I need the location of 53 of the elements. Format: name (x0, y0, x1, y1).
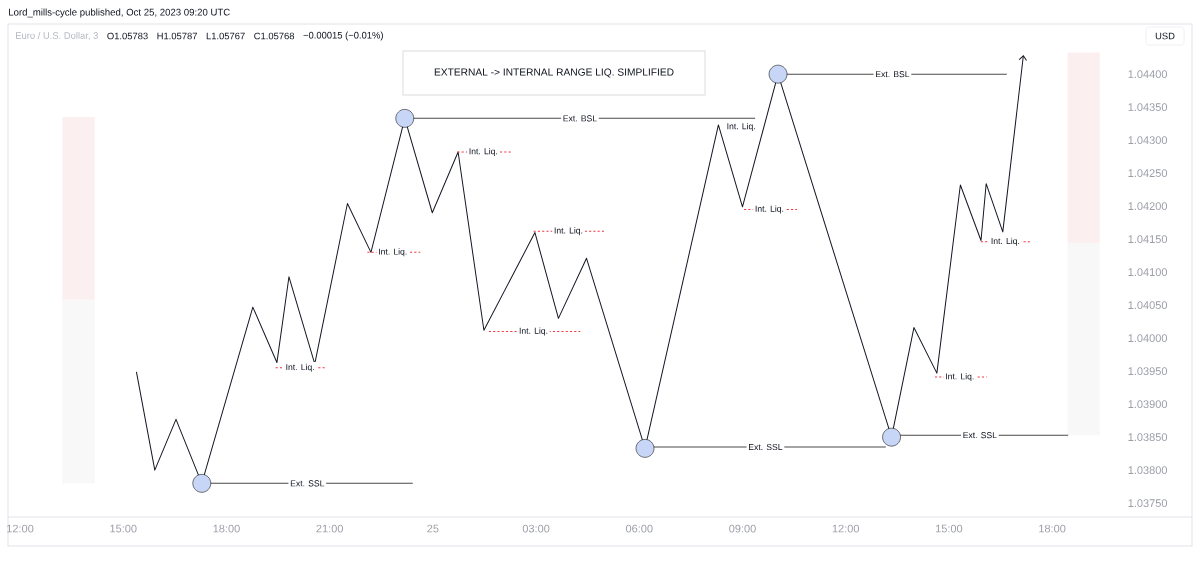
x-tick-label: 09:00 (729, 524, 756, 533)
y-tick-label: 1.03850 (1128, 433, 1168, 442)
point (192, 474, 212, 493)
y-tick-label: 1.04050 (1128, 301, 1168, 310)
x-tick-label: 03:00 (522, 524, 550, 533)
series-label: Ext. BSL (563, 115, 597, 122)
series-label: Int. Liq. (519, 327, 548, 336)
x-tick-label: 25 (427, 524, 439, 533)
y-tick-label: 1.03950 (1128, 367, 1168, 376)
y-tick-label: 1.03750 (1128, 499, 1168, 508)
y-tick-label: 1.04200 (1128, 202, 1168, 211)
x-tick-label: 18:00 (1039, 524, 1066, 533)
y-tick-label: 1.04300 (1128, 136, 1168, 145)
point (768, 64, 788, 84)
x-tick-label: 18:00 (213, 524, 240, 533)
text: EXTERNAL -> INTERNAL RANGE LIQ. SIMPLIFIED (434, 68, 674, 78)
y-tick-label: 1.03900 (1128, 400, 1168, 409)
text: Lord_mills-cycle published, Oct 25, 2023 09:20 UTC (9, 8, 230, 18)
series-label: Int. Liq. (469, 148, 498, 157)
y-tick-label: 1.04150 (1128, 235, 1168, 244)
series-label: Int. Liq. (991, 237, 1020, 246)
annotation: C1.05768 (254, 32, 295, 40)
series-label: Int. Liq. (379, 248, 407, 257)
x-tick-label: 15:00 (110, 524, 137, 533)
series-label: Ext. BSL (876, 71, 910, 78)
series-label: Ext. SSL (963, 432, 997, 439)
annotation: Int. Liq. (727, 122, 755, 131)
y-tick-label: 1.04100 (1128, 268, 1168, 277)
y-tick-label: 1.04000 (1128, 334, 1168, 343)
annotation: O1.05783 (107, 32, 148, 40)
series-label: Int. Liq. (755, 205, 784, 214)
annotation: USD (1155, 32, 1175, 40)
x-tick-label: 21:00 (316, 524, 343, 533)
x-tick-label: 12:00 (7, 524, 34, 533)
point (395, 109, 415, 128)
x-tick-label: 15:00 (935, 524, 963, 533)
y-tick-label: 1.03800 (1128, 466, 1168, 475)
series-label: Int. Liq. (286, 363, 314, 372)
point (635, 439, 655, 458)
series-label: Ext. SSL (749, 444, 783, 451)
series-label: Int. Liq. (554, 227, 583, 236)
text: Euro / U.S. Dollar, 3 (16, 31, 98, 41)
annotation: L1.05767 (206, 32, 245, 40)
series-label: Int. Liq. (946, 373, 974, 382)
x-tick-label: 12:00 (832, 524, 860, 533)
y-tick-label: 1.04350 (1128, 103, 1168, 112)
y-tick-label: 1.04400 (1128, 70, 1168, 79)
point (882, 427, 901, 447)
y-tick-label: 1.04250 (1128, 169, 1168, 178)
annotation: −0.00015 (−0.01%) (303, 31, 383, 41)
x-tick-label: 06:00 (625, 524, 653, 533)
annotation: H1.05787 (157, 32, 197, 40)
series-label: Ext. SSL (290, 480, 325, 487)
